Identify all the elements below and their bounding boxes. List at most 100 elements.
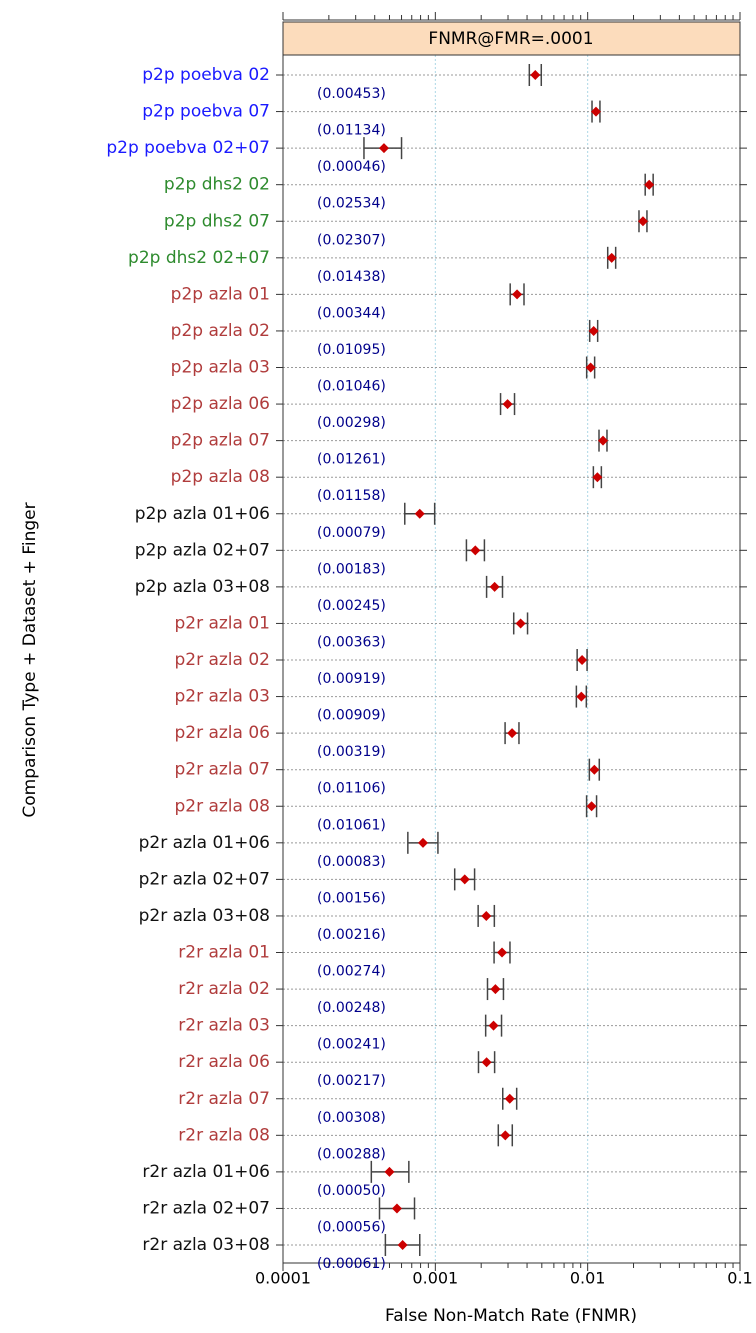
x-tick-label: 0.001 — [412, 1269, 458, 1288]
value-label: (0.00919) — [317, 671, 386, 687]
y-axis-title: Comparison Type + Dataset + Finger — [20, 502, 40, 817]
point — [459, 874, 470, 885]
point — [488, 1020, 499, 1031]
point — [588, 325, 599, 336]
point — [481, 910, 492, 921]
value-label: (0.00217) — [317, 1073, 386, 1089]
value-label: (0.00216) — [317, 927, 386, 943]
point — [504, 1093, 515, 1104]
value-label: (0.00288) — [317, 1146, 386, 1162]
value-label: (0.00363) — [317, 634, 386, 650]
value-label: (0.01046) — [317, 379, 386, 395]
point — [590, 106, 601, 117]
point — [378, 143, 389, 154]
value-label: (0.00245) — [317, 598, 386, 614]
y-tick-label: p2p azla 03 — [171, 358, 270, 378]
value-label: (0.00274) — [317, 964, 386, 980]
value-label: (0.00308) — [317, 1110, 386, 1126]
y-tick-label: p2p azla 07 — [171, 431, 270, 451]
point — [586, 801, 597, 812]
point — [592, 472, 603, 483]
point — [576, 691, 587, 702]
y-tick-label: p2r azla 01+06 — [139, 833, 270, 853]
value-label: (0.01095) — [317, 342, 386, 358]
value-label: (0.00046) — [317, 159, 386, 175]
value-label: (0.00344) — [317, 305, 386, 321]
point — [500, 1130, 511, 1141]
point — [414, 508, 425, 519]
value-label: (0.00319) — [317, 744, 386, 760]
y-tick-label: p2p dhs2 02+07 — [128, 248, 270, 268]
point — [507, 728, 518, 739]
value-label: (0.00056) — [317, 1219, 386, 1235]
y-tick-label: p2r azla 03 — [174, 687, 270, 707]
point — [418, 837, 429, 848]
value-label: (0.01438) — [317, 269, 386, 285]
value-label: (0.00298) — [317, 415, 386, 431]
y-tick-label: r2r azla 01 — [178, 943, 270, 963]
strip-title: FNMR@FMR=.0001 — [428, 29, 593, 49]
value-label: (0.02534) — [317, 196, 386, 212]
y-tick-label: p2p poebva 02+07 — [106, 138, 270, 158]
x-tick-label: 0.0001 — [255, 1269, 311, 1288]
y-tick-label: p2p azla 06 — [171, 394, 270, 414]
x-tick-label: 0.1 — [727, 1269, 752, 1288]
value-label: (0.01261) — [317, 452, 386, 468]
y-tick-label: p2r azla 07 — [174, 760, 270, 780]
value-label: (0.00083) — [317, 854, 386, 870]
y-tick-label: p2r azla 01 — [174, 613, 270, 633]
point — [530, 70, 541, 80]
point — [384, 1166, 395, 1177]
point — [577, 655, 588, 665]
point — [497, 947, 508, 958]
y-tick-label: p2p poebva 07 — [142, 102, 270, 122]
y-tick-label: r2r azla 03 — [178, 1016, 270, 1036]
panel-frame — [282, 54, 741, 1264]
point — [502, 399, 513, 410]
y-tick-label: p2p dhs2 07 — [164, 211, 270, 231]
y-tick-label: p2p azla 01+06 — [135, 504, 270, 524]
value-label: (0.01106) — [317, 781, 386, 797]
value-label: (0.02307) — [317, 232, 386, 248]
value-label: (0.00183) — [317, 561, 386, 577]
point — [391, 1203, 402, 1214]
y-tick-label: r2r azla 03+08 — [142, 1235, 270, 1255]
point — [598, 435, 609, 446]
y-tick-label: r2r azla 02+07 — [142, 1198, 270, 1218]
y-tick-label: p2p azla 01 — [171, 284, 270, 304]
point — [644, 179, 655, 190]
value-label: (0.00909) — [317, 708, 386, 724]
value-label: (0.00061) — [317, 1256, 386, 1272]
y-tick-label: p2r azla 03+08 — [139, 906, 270, 926]
point — [490, 984, 501, 995]
x-tick-label: 0.01 — [570, 1269, 606, 1288]
point — [515, 618, 526, 629]
value-label: (0.00050) — [317, 1183, 386, 1199]
value-label: (0.01134) — [317, 123, 386, 139]
y-tick-label: r2r azla 01+06 — [142, 1162, 270, 1182]
y-tick-label: r2r azla 02 — [178, 979, 270, 999]
strip — [282, 21, 741, 56]
point — [606, 252, 617, 263]
y-tick-label: p2r azla 02+07 — [139, 869, 270, 889]
value-label: (0.00079) — [317, 525, 386, 541]
value-label: (0.00248) — [317, 1000, 386, 1016]
point — [481, 1057, 492, 1068]
y-tick-label: p2p poebva 02 — [142, 65, 270, 85]
point — [585, 362, 596, 373]
point — [637, 216, 648, 227]
value-label: (0.00156) — [317, 890, 386, 906]
value-label: (0.00241) — [317, 1037, 386, 1053]
value-label: (0.01158) — [317, 488, 386, 504]
point — [397, 1240, 408, 1250]
y-tick-label: p2r azla 08 — [174, 796, 270, 816]
point — [512, 289, 523, 300]
value-label: (0.00453) — [317, 86, 386, 102]
y-tick-label: p2p azla 08 — [171, 467, 270, 487]
value-label: (0.01061) — [317, 817, 386, 833]
y-tick-label: p2p dhs2 02 — [164, 175, 270, 195]
point — [470, 545, 481, 556]
y-tick-label: r2r azla 06 — [178, 1052, 270, 1072]
x-axis-title: False Non-Match Rate (FNMR) — [385, 1306, 637, 1326]
